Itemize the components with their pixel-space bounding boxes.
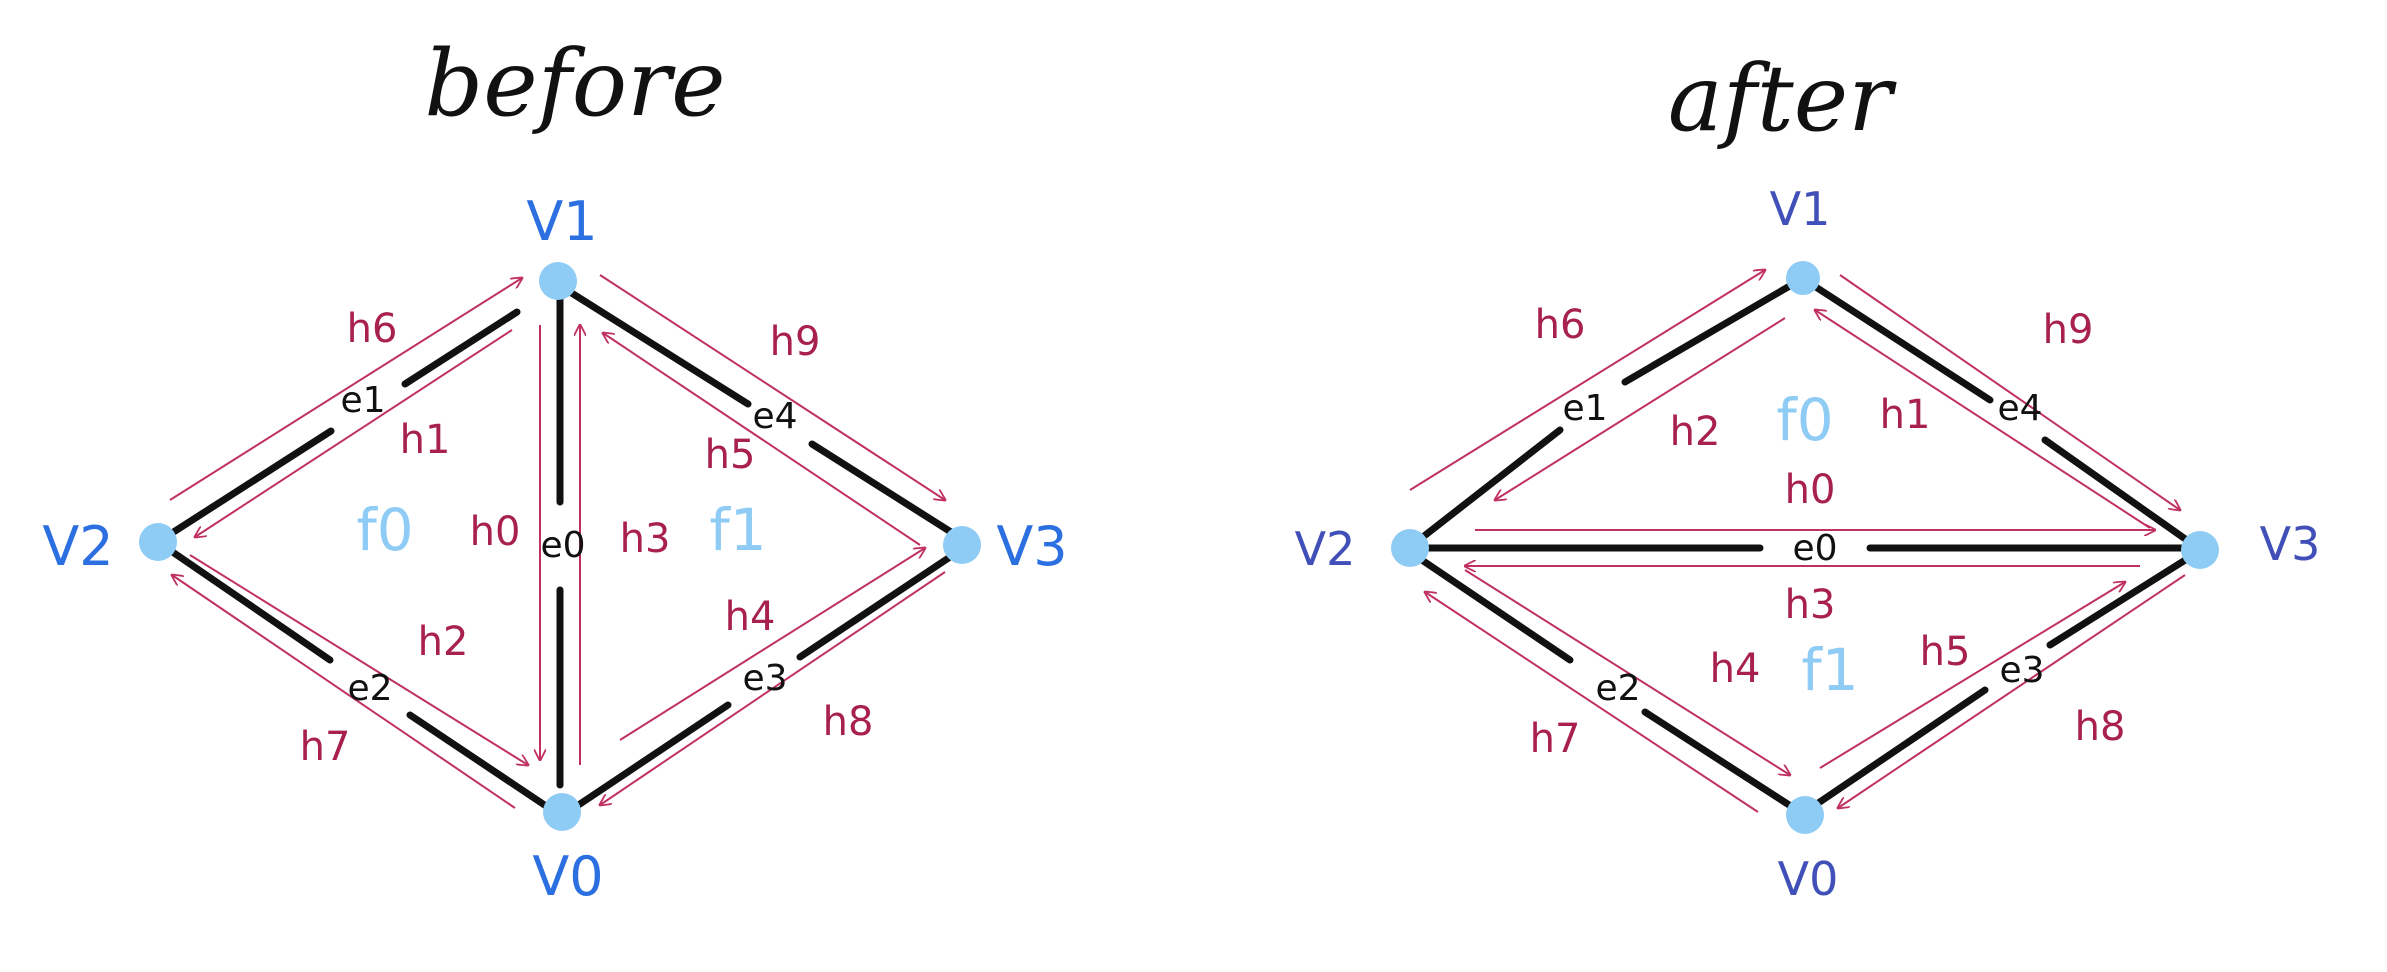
before-edge-e1-label: e1 xyxy=(340,380,385,421)
after-edge-e1 xyxy=(1621,276,1804,386)
after-title: after xyxy=(1668,45,1897,152)
before-halfedge-h2-arrow xyxy=(189,554,528,765)
before-halfedge-h6-label: h6 xyxy=(347,306,398,352)
after-edge-e1-label: e1 xyxy=(1562,388,1607,429)
before-halfedge-h0-label: h0 xyxy=(470,509,521,555)
before-panel: before V1 V2 V3 V0 e1 e4 xyxy=(42,30,1067,908)
before-vertex-v3-label: V3 xyxy=(996,515,1067,578)
before-halfedge-h2-label: h2 xyxy=(418,619,469,665)
after-halfedge-h2-arrow xyxy=(1495,317,1786,500)
after-halfedge-h1-arrow xyxy=(1815,310,2151,529)
after-halfedge-h4-arrow xyxy=(1464,569,1790,775)
after-halfedge-h9-arrow xyxy=(1839,274,2180,510)
after-halfedge-h0-label: h0 xyxy=(1785,467,1836,513)
after-edge-e4 xyxy=(1801,276,1994,404)
before-edge-e4 xyxy=(808,440,966,543)
before-halfedge-h3-label: h3 xyxy=(620,516,671,562)
after-halfedge-h2-label: h2 xyxy=(1670,409,1721,455)
before-edge-e4 xyxy=(566,288,752,408)
after-vertex-v1 xyxy=(1786,261,1820,295)
after-halfedge-h5-label: h5 xyxy=(1920,629,1971,675)
after-edge-e2-label: e2 xyxy=(1595,668,1640,709)
before-halfedge-h1-label: h1 xyxy=(400,417,451,463)
after-halfedge-h3-label: h3 xyxy=(1785,582,1836,628)
after-vertex-v1-label: V1 xyxy=(1770,182,1831,236)
after-edge-e4-label: e4 xyxy=(1997,388,2042,429)
after-halfedge-h7-label: h7 xyxy=(1530,716,1581,762)
after-halfedge-h5-arrow xyxy=(1819,582,2125,769)
before-title: before xyxy=(424,30,725,137)
after-vertex-v2-label: V2 xyxy=(1295,522,1356,576)
after-halfedge-h1-label: h1 xyxy=(1880,392,1931,438)
after-edge-e2 xyxy=(1406,548,1574,664)
after-edge-e3-label: e3 xyxy=(1999,650,2044,691)
after-halfedge-h7-arrow xyxy=(1425,592,1759,813)
before-halfedge-h8-arrow xyxy=(600,571,946,805)
before-edge-e4-label: e4 xyxy=(752,396,797,437)
after-halfedge-h6-label: h6 xyxy=(1535,302,1586,348)
after-edge-e3 xyxy=(2046,548,2202,649)
before-vertex-v3 xyxy=(943,526,981,564)
before-vertex-v2-label: V2 xyxy=(42,515,113,578)
before-edge-e3-label: e3 xyxy=(742,658,787,699)
after-vertex-v0 xyxy=(1786,796,1824,834)
before-edge-e2-label: e2 xyxy=(347,668,392,709)
after-panel: after V1 V2 V3 V0 e1 e4 xyxy=(1295,45,2321,906)
before-edge-e1 xyxy=(401,308,521,388)
before-halfedge-h9-arrow xyxy=(599,274,945,500)
before-halfedge-h1-arrow xyxy=(195,329,513,537)
after-edge-e1 xyxy=(1406,426,1564,551)
before-edge-e3 xyxy=(564,701,732,816)
after-vertex-v2 xyxy=(1391,529,1429,567)
before-vertex-v1-label: V1 xyxy=(526,190,597,253)
before-halfedge-h6-arrow xyxy=(169,278,522,501)
after-halfedge-h6-arrow xyxy=(1409,270,1765,491)
after-edge-e2 xyxy=(1641,708,1804,816)
before-edge-e2 xyxy=(154,538,334,664)
before-halfedge-h4-label: h4 xyxy=(725,594,776,640)
after-edge-e4 xyxy=(2041,436,2202,552)
after-halfedge-h8-label: h8 xyxy=(2075,704,2126,750)
after-vertex-v0-label: V0 xyxy=(1778,852,1839,906)
before-halfedge-h8-label: h8 xyxy=(823,699,874,745)
before-vertex-v2 xyxy=(139,523,177,561)
after-halfedge-h9-label: h9 xyxy=(2043,307,2094,353)
after-vertex-v3-label: V3 xyxy=(2260,517,2321,571)
before-edge-e3 xyxy=(796,545,966,661)
before-edge-e2 xyxy=(406,711,559,816)
before-halfedge-h9-label: h9 xyxy=(770,319,821,365)
after-face-f1-label: f1 xyxy=(1801,636,1858,704)
before-vertex-v1 xyxy=(539,262,577,300)
before-halfedge-h7-arrow xyxy=(172,575,516,809)
after-halfedge-h8-arrow xyxy=(1838,574,2186,808)
before-halfedge-h5-arrow xyxy=(603,333,921,546)
before-face-f1-label: f1 xyxy=(709,496,766,564)
before-edge-e0-label: e0 xyxy=(540,525,585,566)
before-vertex-v0-label: V0 xyxy=(532,845,603,908)
before-vertex-v0 xyxy=(543,793,581,831)
after-edge-e3 xyxy=(1801,686,1989,816)
before-face-f0-label: f0 xyxy=(356,496,413,564)
before-halfedge-h5-label: h5 xyxy=(705,432,756,478)
before-edge-e1 xyxy=(154,427,335,546)
before-halfedge-h4-arrow xyxy=(619,548,925,741)
after-vertex-v3 xyxy=(2181,531,2219,569)
after-halfedge-h4-label: h4 xyxy=(1710,646,1761,692)
after-face-f0-label: f0 xyxy=(1776,386,1833,454)
after-edge-e0-label: e0 xyxy=(1792,528,1837,569)
before-halfedge-h7-label: h7 xyxy=(300,724,351,770)
